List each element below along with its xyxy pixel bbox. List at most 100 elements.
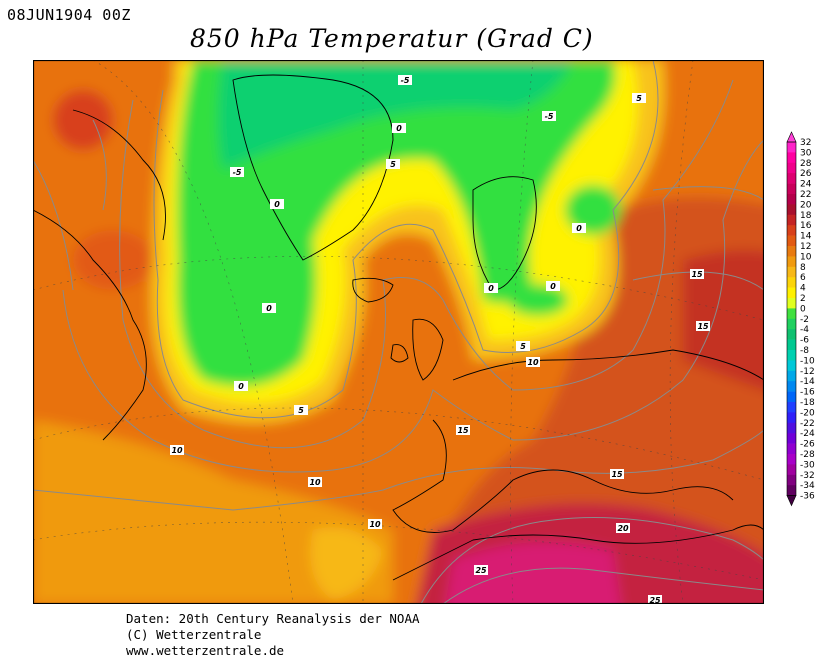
contour-label: 5 <box>520 342 526 351</box>
color-scale-swatch <box>787 152 796 164</box>
color-scale-swatch <box>787 485 796 496</box>
color-scale-label: 10 <box>800 252 812 262</box>
color-scale-label: 0 <box>800 304 806 314</box>
contour-label: 15 <box>691 270 703 279</box>
color-scale-swatch <box>787 433 796 444</box>
color-scale-swatch <box>787 162 796 174</box>
map-frame <box>33 60 764 604</box>
contour-label: 0 <box>550 282 556 291</box>
color-scale-swatch <box>787 339 796 351</box>
color-scale-label: 8 <box>800 263 806 273</box>
color-scale: 32302826242220181614121086420-2-4-6-8-10… <box>786 131 815 507</box>
color-scale-label: 2 <box>800 294 806 304</box>
color-scale-max-arrow <box>786 131 797 143</box>
contour-label: 25 <box>649 596 661 604</box>
color-scale-swatch <box>787 235 796 247</box>
color-scale-label: -28 <box>800 450 815 460</box>
color-scale-label: 24 <box>800 180 812 190</box>
contour-label: 0 <box>396 124 402 133</box>
contour-label: 15 <box>611 470 623 479</box>
contour-label: 5 <box>390 160 396 169</box>
temperature-map: -5 -5 -5 0 0 0 0 0 0 0 5 5 5 5 10 10 10 … <box>33 60 764 604</box>
color-scale-swatch <box>787 266 796 278</box>
color-scale-swatch <box>787 308 796 320</box>
chart-title: 850 hPa Temperatur (Grad C) <box>190 24 594 53</box>
color-scale-label: -36 <box>800 492 815 502</box>
contour-labels: -5 -5 -5 0 0 0 0 0 0 0 5 5 5 5 10 10 10 … <box>170 75 710 604</box>
contour-label: 25 <box>475 566 487 575</box>
color-scale-swatch <box>787 422 796 434</box>
contour-label: -5 <box>233 168 242 177</box>
color-scale-label: -8 <box>800 346 809 356</box>
color-scale-label: 16 <box>800 221 812 231</box>
color-scale-label: -4 <box>800 325 809 335</box>
color-scale-swatch <box>787 381 796 392</box>
color-scale-min-arrow <box>786 495 797 507</box>
color-scale-label: -20 <box>800 408 815 418</box>
credits-line-copyright: (C) Wetterzentrale <box>126 627 262 642</box>
color-scale-label: 22 <box>800 190 811 200</box>
contour-label: 0 <box>576 224 582 233</box>
coastlines <box>33 74 764 581</box>
color-scale-label: -2 <box>800 315 809 325</box>
color-scale-label: 28 <box>800 159 812 169</box>
color-scale-swatch <box>787 370 796 382</box>
color-scale-label: -14 <box>800 377 815 387</box>
color-scale-label: -6 <box>800 336 809 346</box>
contour-label: 0 <box>266 304 272 313</box>
color-scale-label: -10 <box>800 356 815 366</box>
color-scale-swatch <box>787 402 796 413</box>
color-scale-label: -32 <box>800 471 815 481</box>
color-scale-swatch <box>787 214 796 226</box>
color-scale-label: 18 <box>800 211 812 221</box>
contour-label: 5 <box>298 406 304 415</box>
contour-label: 15 <box>457 426 469 435</box>
contour-label: -5 <box>401 76 410 85</box>
color-scale-label: 6 <box>800 273 806 283</box>
color-scale-swatch <box>787 454 796 465</box>
color-scale-label: -22 <box>800 419 815 429</box>
color-scale-label: 12 <box>800 242 811 252</box>
credits-line-website: www.wetterzentrale.de <box>126 643 285 658</box>
contour-label: 10 <box>369 520 381 529</box>
datetime-label: 08JUN1904 00Z <box>7 6 131 24</box>
color-scale-label: 30 <box>800 148 812 158</box>
color-scale-label: -16 <box>800 388 815 398</box>
color-scale-label: 26 <box>800 169 812 179</box>
color-scale-label: -34 <box>800 481 815 491</box>
color-scale-swatch <box>787 318 796 330</box>
isotherm-lines <box>33 60 764 604</box>
temperature-field <box>33 60 764 604</box>
color-scale-swatch <box>787 350 796 361</box>
color-scale-label: -24 <box>800 429 815 439</box>
color-scale-swatch <box>787 298 796 309</box>
color-scale-label: 4 <box>800 284 806 294</box>
color-scale-swatch <box>787 443 796 455</box>
credits: Daten: 20th Century Reanalysis der NOAA … <box>126 611 420 659</box>
color-scale-label: 32 <box>800 138 811 148</box>
color-scale-swatch <box>787 412 796 424</box>
color-scale-swatch <box>787 360 796 372</box>
contour-label: 10 <box>309 478 321 487</box>
color-scale-swatch <box>787 277 796 288</box>
color-scale-swatch <box>787 464 796 476</box>
color-scale-swatch <box>787 204 796 216</box>
color-scale-swatch <box>787 183 796 195</box>
contour-label: 0 <box>274 200 280 209</box>
contour-label: 0 <box>238 382 244 391</box>
color-scale-swatch <box>787 173 796 184</box>
credits-line-data-source: Daten: 20th Century Reanalysis der NOAA <box>126 611 420 626</box>
color-scale-swatch <box>787 142 796 153</box>
color-scale-swatch <box>787 391 796 403</box>
color-scale-label: -18 <box>800 398 815 408</box>
color-scale-label: 20 <box>800 200 812 210</box>
contour-label: 15 <box>697 322 709 331</box>
color-scale-swatch <box>787 225 796 236</box>
color-scale-swatch <box>787 329 796 340</box>
color-scale-label: -30 <box>800 460 815 470</box>
contour-label: 0 <box>488 284 494 293</box>
contour-label: 5 <box>636 94 642 103</box>
color-scale-swatch <box>787 474 796 486</box>
contour-label: -5 <box>545 112 554 121</box>
color-scale-swatch <box>787 194 796 205</box>
